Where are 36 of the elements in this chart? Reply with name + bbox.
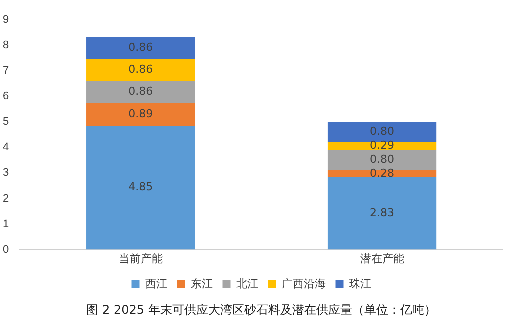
caption: 图 2 2025 年末可供应大湾区砂石料及潜在供应量（单位：亿吨）: [86, 302, 438, 319]
y-tick-label: 0: [2, 244, 10, 256]
y-tick-label: 1: [2, 218, 10, 230]
x-tick-label: 当前产能: [118, 252, 163, 266]
data-label: 0.80: [370, 125, 395, 138]
data-label: 0.80: [370, 153, 395, 166]
legend-label: 珠江: [349, 278, 372, 291]
data-label: 0.86: [128, 41, 154, 54]
data-label: 0.29: [370, 139, 395, 152]
bar: [328, 150, 437, 170]
y-tick-label: 3: [2, 167, 10, 180]
y-tick-label: 5: [2, 116, 10, 128]
bar: [86, 59, 196, 82]
bar: [86, 81, 196, 104]
bar: [328, 142, 437, 150]
y-tick-label: 4: [2, 142, 10, 154]
bar: [86, 126, 196, 250]
data-label: 0.28: [370, 166, 395, 180]
y-tick-label: 2: [2, 192, 10, 205]
legend-label: 西江: [145, 278, 168, 291]
y-tick-label: 8: [2, 40, 10, 52]
data-label: 0.86: [128, 63, 154, 76]
bar: [86, 37, 196, 60]
x-tick-label: 潜在产能: [360, 252, 404, 266]
data-label: 0.86: [128, 85, 154, 98]
legend-label: 广西沿海: [282, 278, 326, 291]
legend-label: 北江: [236, 278, 258, 291]
y-tick-label: 9: [2, 14, 10, 26]
legend-label: 东江: [190, 278, 213, 291]
bar: [86, 103, 196, 126]
data-label: 0.89: [128, 107, 154, 120]
y-tick-label: 6: [2, 90, 10, 103]
y-tick-label: 7: [2, 65, 10, 78]
bar: [328, 178, 437, 250]
data-label: 2.83: [370, 206, 395, 220]
data-label: 4.85: [128, 180, 154, 194]
